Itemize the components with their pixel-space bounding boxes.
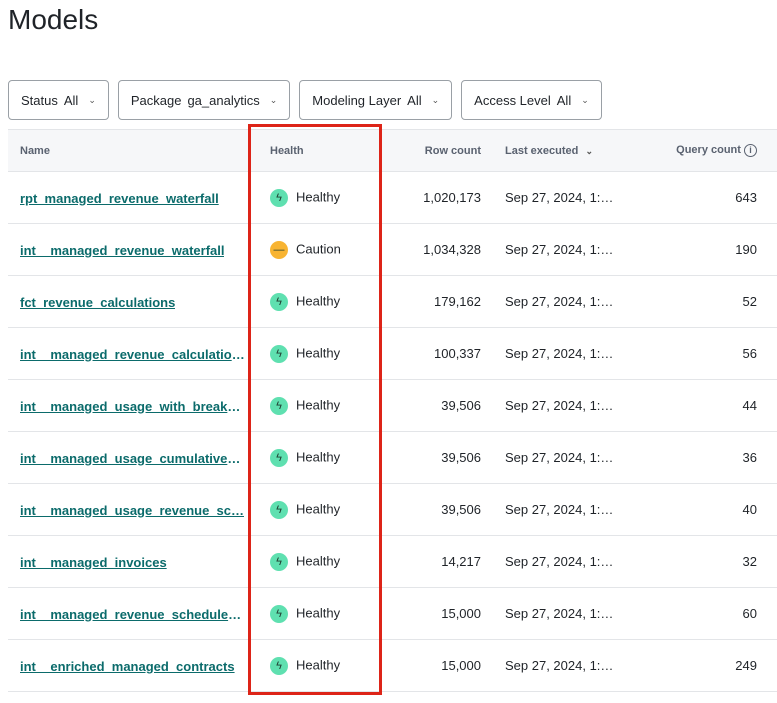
last-executed: Sep 27, 2024, 1:… [505,658,614,673]
model-link[interactable]: int__managed_revenue_waterfall [20,242,225,258]
health-status: Healthy [296,448,341,464]
chevron-down-icon: ⌄ [88,94,96,105]
filter-label: Package [130,92,182,108]
health-status: Healthy [296,292,341,308]
last-executed: Sep 27, 2024, 1:… [505,242,614,257]
healthy-pulse-icon: ϟ [270,500,288,519]
health-status: Healthy [296,552,341,568]
last-executed: Sep 27, 2024, 1:… [505,502,614,517]
filter-value: All [63,92,79,108]
page-title: Models [8,4,99,35]
table-row[interactable]: int__managed_usage_cumulative_… ϟ Healthy… [8,432,777,484]
table-row[interactable]: int__managed_revenue_schedule_… ϟ Healthy… [8,588,777,640]
table-row[interactable]: int__enriched_managed_contracts ϟ Healthy… [8,640,777,692]
healthy-pulse-icon: ϟ [270,292,288,311]
table-row[interactable]: int__managed_invoices ϟ Healthy 14,217 Se… [8,536,777,588]
last-executed: Sep 27, 2024, 1:… [505,346,614,361]
chevron-down-icon: ⌄ [431,94,440,105]
row-count: 39,506 [441,502,481,517]
model-link[interactable]: int__managed_revenue_calculations [20,346,246,362]
table-row[interactable]: fct_revenue_calculations ϟ Healthy 179,16… [8,276,777,328]
last-executed: Sep 27, 2024, 1:… [505,398,614,413]
model-link[interactable]: int__managed_revenue_schedule_… [20,606,246,622]
filter-dropdown[interactable]: Package ga_analytics ⌄ [117,80,291,120]
filter-dropdown[interactable]: Status All ⌄ [8,80,109,120]
healthy-pulse-icon: ϟ [270,344,288,363]
filter-value: ga_analytics [187,92,260,108]
query-count: 60 [742,606,757,621]
last-executed: Sep 27, 2024, 1:… [505,294,614,309]
row-count: 179,162 [434,294,481,309]
model-link[interactable]: int__managed_usage_cumulative_… [20,450,246,466]
column-header-row-count[interactable]: Row count [424,144,481,157]
model-link[interactable]: int__managed_usage_revenue_sc… [20,502,244,518]
query-count: 56 [742,346,757,361]
chevron-down-icon: ⌄ [581,94,589,105]
models-table: Name Health Row count Last executed ⌄ Qu… [8,129,777,692]
model-link[interactable]: int__enriched_managed_contracts [20,658,235,674]
health-status: Healthy [296,396,341,412]
last-executed: Sep 27, 2024, 1:… [505,606,614,621]
column-label: Last executed [505,144,579,157]
query-count: 52 [742,294,757,309]
health-status: Healthy [296,500,341,516]
column-label: Query count [676,144,741,156]
row-count: 15,000 [441,606,481,621]
query-count: 190 [735,242,757,257]
healthy-pulse-icon: ϟ [270,448,288,467]
healthy-pulse-icon: ϟ [270,552,288,571]
filter-label: Access Level [474,92,551,108]
query-count: 32 [742,554,757,569]
filter-dropdown[interactable]: Access Level All ⌄ [461,80,602,120]
row-count: 100,337 [434,346,481,361]
filter-dropdown[interactable]: Modeling Layer All ⌄ [299,80,453,120]
health-status: Healthy [296,656,341,672]
filter-value: All [556,92,572,108]
caution-minus-icon: — [270,240,288,259]
column-header-query-count[interactable]: Query count i [673,130,777,172]
model-link[interactable]: int__managed_usage_with_breaka… [20,398,246,414]
sort-chevron-icon: ⌄ [585,145,593,156]
table-header: Name Health Row count Last executed ⌄ Qu… [8,129,777,172]
health-status: Healthy [296,344,341,360]
query-count: 249 [735,658,757,673]
table-row[interactable]: int__managed_revenue_calculations ϟ Healt… [8,328,777,380]
health-status: Caution [296,240,341,256]
healthy-pulse-icon: ϟ [270,604,288,623]
health-status: Healthy [296,604,341,620]
query-count: 40 [742,502,757,517]
health-status: Healthy [296,188,341,204]
column-header-name[interactable]: Name [20,144,50,157]
filter-label: Status [21,92,58,108]
last-executed: Sep 27, 2024, 1:… [505,450,614,465]
column-header-last-executed[interactable]: Last executed ⌄ [493,130,673,172]
row-count: 14,217 [441,554,481,569]
filter-label: Modeling Layer [312,92,402,108]
row-count: 39,506 [441,398,481,413]
table-row[interactable]: int__managed_usage_with_breaka… ϟ Healthy… [8,380,777,432]
model-link[interactable]: int__managed_invoices [20,554,167,570]
column-header-health[interactable]: Health [270,144,304,157]
chevron-down-icon: ⌄ [269,94,278,105]
row-count: 1,020,173 [423,190,481,205]
healthy-pulse-icon: ϟ [270,396,288,415]
info-icon[interactable]: i [744,144,757,157]
query-count: 44 [742,398,757,413]
row-count: 39,506 [441,450,481,465]
query-count: 36 [742,450,757,465]
table-row[interactable]: int__managed_revenue_waterfall — Caution … [8,224,777,276]
healthy-pulse-icon: ϟ [270,188,288,207]
model-link[interactable]: fct_revenue_calculations [20,294,176,310]
query-count: 643 [735,190,757,205]
model-link[interactable]: rpt_managed_revenue_waterfall [20,190,219,206]
filter-value: All [407,92,422,108]
row-count: 1,034,328 [423,242,481,257]
last-executed: Sep 27, 2024, 1:… [505,554,614,569]
last-executed: Sep 27, 2024, 1:… [505,190,614,205]
row-count: 15,000 [441,658,481,673]
filter-bar: Status All ⌄ Package ga_analytics ⌄ Modeling L… [8,80,602,120]
healthy-pulse-icon: ϟ [270,656,288,675]
table-row[interactable]: int__managed_usage_revenue_sc… ϟ Healthy … [8,484,777,536]
table-row[interactable]: rpt_managed_revenue_waterfall ϟ Healthy 1… [8,172,777,224]
